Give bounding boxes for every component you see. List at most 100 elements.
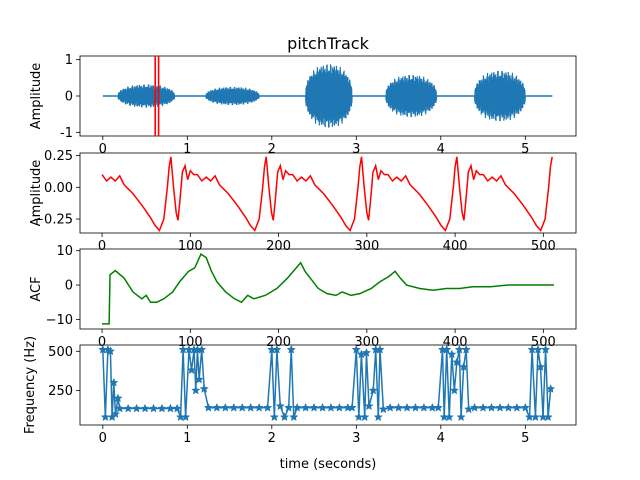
x-tick-label-waveform: 1	[183, 142, 191, 157]
x-tick-label-acf: 0	[98, 335, 106, 350]
pitch-point	[229, 402, 239, 412]
x-tick-label-frame: 400	[443, 239, 468, 254]
pitch-point	[194, 374, 204, 384]
plot-frame-pitch	[79, 344, 577, 426]
pitch-point	[272, 344, 282, 354]
pitch-point	[269, 412, 279, 422]
pitch-point	[262, 402, 273, 412]
pitch-point	[275, 401, 285, 411]
pitch-point	[172, 403, 182, 413]
frame-signal-line	[101, 156, 553, 232]
plot-frame-frame	[79, 152, 577, 234]
pitch-point	[181, 412, 191, 422]
pitch-point	[279, 412, 290, 422]
pitch-point	[486, 402, 497, 412]
pitch-point	[520, 402, 530, 412]
pitch-point	[286, 344, 296, 354]
y-axis-label-waveform: Amplitude	[29, 63, 44, 130]
x-axis-label: time (seconds)	[280, 457, 377, 472]
y-tick-label-acf: 0	[65, 279, 73, 294]
pitch-point	[105, 346, 116, 356]
pitch-point	[191, 385, 201, 395]
x-tick-label-acf: 500	[531, 335, 556, 350]
pitch-point	[495, 402, 505, 412]
waveform-segment	[205, 86, 260, 106]
pitch-point	[237, 402, 247, 412]
pitch-point	[186, 365, 197, 375]
pitch-point	[478, 402, 488, 412]
y-tick-label-frame: −0.25	[33, 213, 73, 228]
x-tick-label-frame: 200	[266, 239, 291, 254]
x-tick-label-pitch: 0	[99, 431, 107, 446]
pitch-point	[540, 344, 551, 354]
pitch-point	[393, 402, 404, 412]
pitch-point	[123, 403, 133, 413]
pitch-point	[503, 402, 514, 412]
pitch-point	[378, 404, 388, 414]
pitch-point	[461, 344, 471, 354]
x-tick-label-waveform: 0	[99, 142, 107, 157]
pitch-point	[309, 402, 319, 412]
pitch-point	[456, 412, 466, 422]
pitch-point	[110, 409, 121, 418]
pitch-point	[512, 402, 522, 412]
pitch-point	[533, 344, 543, 354]
y-tick-label-pitch: 250	[48, 384, 73, 399]
pitch-point	[464, 404, 474, 414]
pitch-point	[530, 412, 541, 422]
pitch-point	[326, 402, 336, 412]
x-tick-label-acf: 300	[354, 335, 379, 350]
pitch-point	[452, 357, 462, 367]
pitch-point	[203, 402, 214, 412]
x-tick-label-frame: 300	[354, 239, 379, 254]
pitch-point	[447, 349, 457, 359]
pitch-point	[375, 344, 385, 354]
pitch-point	[115, 403, 125, 413]
x-tick-label-waveform: 5	[521, 142, 529, 157]
pitch-point	[410, 402, 421, 412]
pitch-point	[199, 384, 209, 393]
pitch-point	[197, 344, 207, 354]
x-tick-label-frame: 100	[178, 239, 203, 254]
x-tick-label-frame: 500	[531, 239, 556, 254]
x-tick-label-pitch: 5	[521, 431, 529, 446]
x-tick-label-waveform: 2	[268, 142, 276, 157]
pitch-point	[361, 347, 372, 357]
pitch-point	[212, 402, 222, 412]
y-tick-label-pitch: 500	[48, 345, 73, 360]
pitch-point	[165, 403, 176, 413]
pitch-point	[148, 403, 159, 413]
axes-pitch: 0 1 2 3 4 5 250 500 Frequency (Hz)	[23, 336, 577, 446]
pitch-point	[100, 412, 110, 422]
pitch-point	[543, 412, 553, 422]
y-tick-label-acf: −10	[46, 313, 73, 328]
pitch-point	[220, 402, 230, 412]
y-axis-label-pitch: Frequency (Hz)	[23, 336, 38, 434]
pitch-point	[368, 385, 378, 395]
x-tick-label-acf: 400	[443, 335, 468, 350]
pitch-point	[419, 402, 429, 412]
pitch-point	[113, 393, 123, 403]
waveform-segment	[117, 84, 176, 108]
y-tick-label-frame: 0.25	[44, 149, 73, 164]
pitch-point	[140, 403, 150, 413]
y-tick-label-frame: 0.00	[44, 181, 73, 196]
x-tick-label-waveform: 3	[352, 142, 360, 157]
pitch-point	[433, 402, 443, 412]
waveform-segment	[474, 70, 526, 122]
pitch-point	[351, 344, 361, 354]
pitch-point	[254, 402, 264, 412]
x-tick-label-acf: 200	[266, 335, 291, 350]
pitch-point	[373, 412, 383, 422]
y-axis-label-acf: ACF	[29, 276, 44, 301]
x-tick-label-frame: 0	[98, 239, 106, 254]
y-tick-label-waveform: -1	[60, 126, 73, 141]
axes-acf: 0 100 200 300 400 500 −10 0 10 ACF	[29, 244, 577, 350]
pitch-point	[289, 412, 299, 422]
acf-line	[102, 253, 554, 325]
x-tick-label-pitch: 2	[268, 431, 276, 446]
pitch-point	[360, 412, 370, 422]
